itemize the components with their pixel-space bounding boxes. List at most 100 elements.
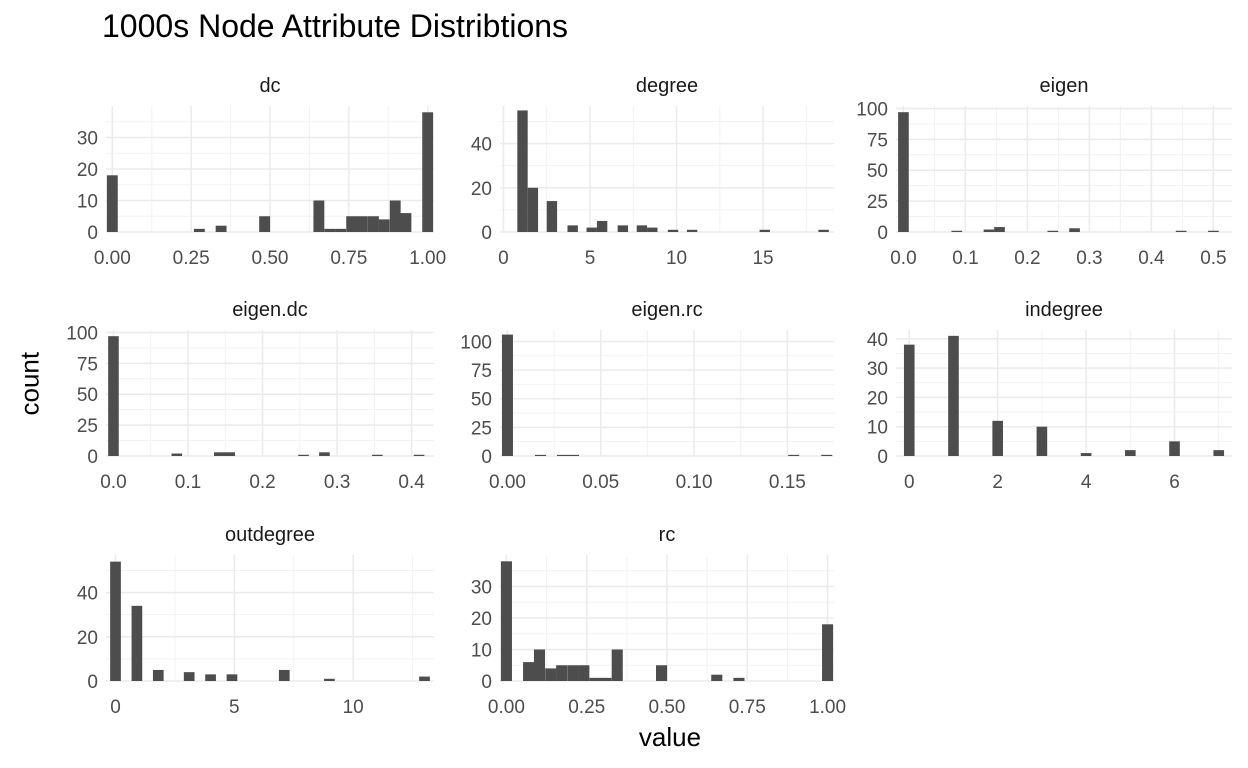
histogram-bar xyxy=(368,216,379,232)
x-tick-label: 0.75 xyxy=(330,248,367,269)
histogram-bar xyxy=(110,561,121,681)
histogram-bar xyxy=(224,452,236,456)
histogram-bar xyxy=(821,454,833,456)
facet-label: rc xyxy=(659,524,676,546)
histogram-bar xyxy=(183,672,195,681)
x-tick-label: 0.1 xyxy=(175,472,201,493)
y-tick-label: 0 xyxy=(481,672,492,693)
histogram-bar xyxy=(656,665,668,681)
x-tick-label: 10 xyxy=(343,697,364,718)
histogram-bar xyxy=(413,454,425,456)
histogram-bar xyxy=(1169,441,1180,456)
x-axis-title: value xyxy=(638,722,702,752)
histogram-bar xyxy=(400,213,412,232)
histogram-bar xyxy=(983,229,995,232)
x-tick-label: 0.3 xyxy=(1076,248,1102,269)
x-tick-label: 0.00 xyxy=(489,472,526,493)
x-tick-label: 0.0 xyxy=(890,248,916,269)
histogram-bar xyxy=(226,674,238,681)
histogram-bar xyxy=(586,227,597,232)
histogram-bar xyxy=(193,228,205,232)
y-tick-label: 100 xyxy=(856,99,888,120)
x-tick-label: 1.00 xyxy=(809,697,846,718)
histogram-bar xyxy=(389,200,401,232)
x-tick-label: 0 xyxy=(904,472,915,493)
x-tick-label: 0.3 xyxy=(324,472,350,493)
y-tick-label: 0 xyxy=(481,447,492,468)
y-tick-label: 40 xyxy=(867,330,888,351)
histogram-bar xyxy=(951,230,963,232)
panel-degree: 0 20 40 0 5 10 15 degree xyxy=(471,75,834,269)
histogram-bar xyxy=(171,453,183,456)
histogram-bar xyxy=(324,228,336,232)
facet-label: degree xyxy=(636,75,698,97)
y-tick-label: 0 xyxy=(481,223,492,244)
y-tick-label: 20 xyxy=(867,388,888,409)
y-tick-label: 50 xyxy=(471,390,492,411)
histogram-bar xyxy=(818,229,829,232)
histogram-bar xyxy=(501,334,513,456)
facet-label: outdegree xyxy=(225,524,315,546)
x-tick-label: 6 xyxy=(1169,472,1180,493)
histogram-bar xyxy=(822,624,834,681)
x-tick-label: 0.00 xyxy=(488,697,525,718)
histogram-bar xyxy=(898,112,909,232)
histogram-bar xyxy=(948,335,959,456)
histogram-bar xyxy=(1213,450,1225,456)
histogram-bar xyxy=(533,649,546,681)
x-tick-label: 0.25 xyxy=(173,248,210,269)
facet-label: indegree xyxy=(1025,299,1103,321)
histogram-bar xyxy=(1208,230,1219,232)
histogram-bar xyxy=(108,336,119,456)
histogram-bar xyxy=(215,225,227,232)
histogram-bar xyxy=(205,674,216,681)
panel-eigen: 0 25 50 75 100 0.0 0.1 0.2 0.3 0.4 0.5 eigen xyxy=(856,75,1232,269)
facet-label: eigen xyxy=(1040,75,1089,97)
y-tick-label: 25 xyxy=(77,416,98,437)
chart-title: 1000s Node Attribute Distribtions xyxy=(102,8,569,44)
histogram-bar xyxy=(346,216,358,232)
x-tick-label: 0.00 xyxy=(94,248,131,269)
histogram-bar xyxy=(617,225,629,232)
histogram-bar xyxy=(131,605,143,681)
histogram-bar xyxy=(567,665,579,681)
x-tick-label: 10 xyxy=(666,248,687,269)
y-tick-label: 20 xyxy=(471,179,492,200)
y-tick-label: 0 xyxy=(877,223,888,244)
histogram-bar xyxy=(546,201,558,232)
histogram-bar xyxy=(636,225,648,232)
facet-label: eigen.dc xyxy=(232,299,308,321)
histogram-bar xyxy=(759,229,770,232)
histogram-bar xyxy=(106,175,118,232)
histogram-bar xyxy=(313,200,325,232)
y-tick-label: 0 xyxy=(87,672,98,693)
x-tick-label: 0 xyxy=(498,248,509,269)
y-tick-label: 25 xyxy=(471,418,492,439)
histogram-bar xyxy=(733,677,745,681)
y-tick-label: 30 xyxy=(867,359,888,380)
histogram-bar xyxy=(1125,450,1136,456)
histogram-bar xyxy=(319,452,330,456)
histogram-bar xyxy=(788,454,800,456)
histogram-bar xyxy=(1036,426,1048,456)
histogram-bar xyxy=(545,668,557,681)
histogram-bar xyxy=(600,677,612,681)
histogram-bar xyxy=(611,649,623,681)
histogram-bar xyxy=(523,662,535,681)
y-tick-label: 75 xyxy=(471,361,492,382)
histogram-bar xyxy=(567,225,578,232)
panel-eigen-dc: 0 25 50 75 100 0.0 0.1 0.2 0.3 0.4 eigen.dc xyxy=(66,299,434,493)
histogram-bar xyxy=(324,678,335,681)
histogram-bar xyxy=(596,220,608,232)
histogram-bar xyxy=(259,216,271,232)
y-tick-label: 25 xyxy=(867,192,888,213)
x-tick-label: 0.2 xyxy=(249,472,275,493)
histogram-bar xyxy=(335,228,347,232)
histogram-bar xyxy=(378,219,390,232)
x-tick-label: 0.5 xyxy=(1200,248,1226,269)
y-tick-label: 0 xyxy=(87,447,98,468)
histogram-bar xyxy=(1080,453,1092,456)
histogram-bar xyxy=(534,454,546,456)
x-tick-label: 5 xyxy=(585,248,596,269)
